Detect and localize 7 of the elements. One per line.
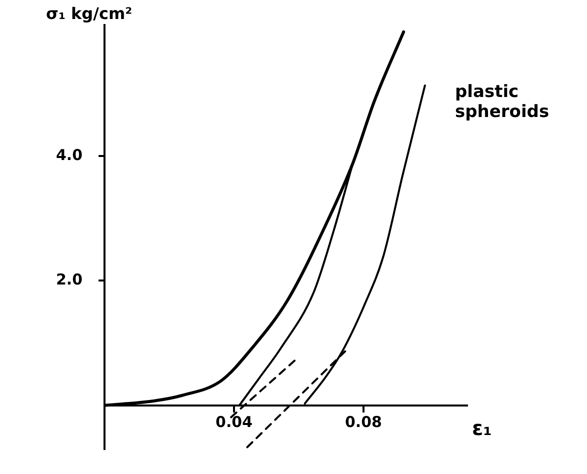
x-tick-label: 0.08 (344, 413, 382, 432)
annotation: plastic spheroids (455, 82, 550, 122)
y-axis-title: σ₁ kg/cm² (46, 4, 132, 23)
y-tick-label: 2.0 (56, 270, 83, 289)
x-axis-title: ε₁ (472, 416, 492, 440)
y-tick-label: 4.0 (56, 146, 83, 164)
x-tick-label: 0.04 (216, 413, 253, 432)
